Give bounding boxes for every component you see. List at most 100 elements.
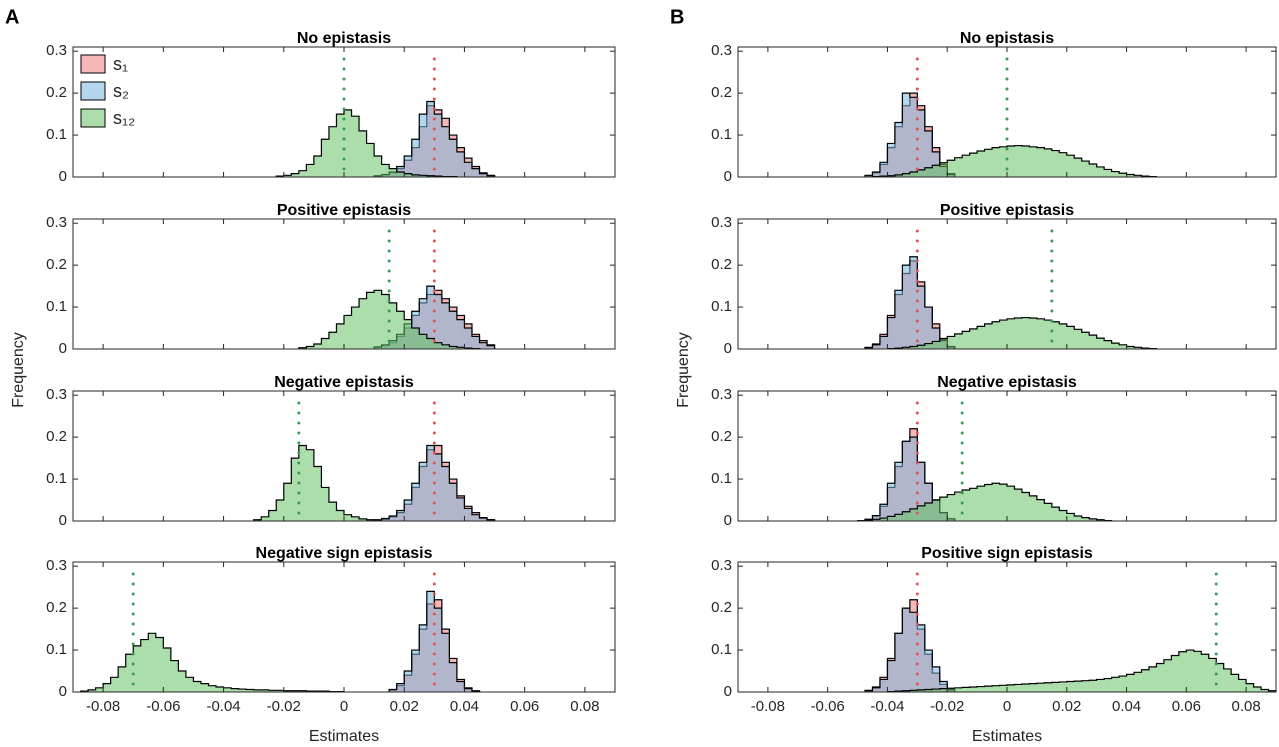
y-tick-label: 0.2 (46, 256, 67, 273)
bar (1007, 684, 1015, 692)
bar (902, 511, 910, 521)
bar (456, 681, 465, 692)
bar (200, 683, 209, 692)
bar (924, 689, 933, 692)
bar (1029, 495, 1037, 521)
x-tick-label: 0.06 (1172, 698, 1201, 715)
histogram-panel: No epistasis 0 0.1 0.2 0.3 (711, 30, 1277, 185)
x-tick-label: 0.02 (1052, 698, 1081, 715)
bar (872, 344, 880, 349)
panel-label: A (5, 6, 19, 28)
bar (1163, 659, 1172, 692)
x-tick-label: -0.08 (751, 698, 785, 715)
bar (999, 484, 1007, 521)
bar (1021, 492, 1030, 521)
bar (464, 328, 472, 349)
bar (291, 458, 299, 521)
bar (238, 689, 247, 692)
bar (231, 688, 239, 692)
bar (178, 671, 186, 692)
bar (954, 492, 963, 521)
bar (426, 175, 435, 177)
bar (434, 114, 442, 177)
bar (1134, 672, 1142, 692)
bar (1014, 317, 1022, 349)
y-tick-label: 0.3 (711, 557, 732, 574)
bar (441, 633, 450, 692)
series (253, 444, 375, 521)
bar (1036, 683, 1045, 692)
bar (909, 346, 918, 349)
bar (962, 489, 970, 521)
bar (283, 690, 292, 692)
legend-label: s₂ (113, 81, 129, 101)
bar (253, 519, 262, 521)
bar (1074, 158, 1082, 177)
bar (969, 153, 978, 177)
bar (1081, 517, 1090, 521)
bar (1074, 681, 1082, 692)
series (871, 144, 1158, 178)
x-tick-label: -0.02 (267, 698, 301, 715)
bar (170, 660, 179, 692)
bar (471, 514, 480, 521)
bar (216, 686, 224, 692)
bar (894, 290, 903, 349)
bar (351, 307, 360, 349)
bar (1014, 489, 1022, 521)
x-tick-label: 0 (1003, 698, 1011, 715)
bar (479, 342, 488, 349)
y-tick-label: 0 (724, 683, 732, 700)
bar (1007, 145, 1015, 177)
bar (1171, 655, 1179, 692)
bar (313, 466, 322, 521)
bar (1119, 173, 1127, 177)
bar (298, 347, 307, 349)
legend-label: s₁ (113, 54, 128, 74)
chart-title: Positive sign epistasis (921, 545, 1093, 562)
bar (977, 686, 985, 692)
bar (932, 165, 940, 177)
bar (155, 637, 164, 692)
bar (479, 173, 488, 177)
bar (1059, 323, 1067, 349)
bar (1021, 317, 1030, 349)
histogram-panel: No epistasis 0 0.1 0.2 0.3 s₁ s₂ s₁₂ (46, 30, 616, 185)
bar (1253, 686, 1262, 692)
y-tick-label: 0.1 (46, 641, 67, 658)
bar (902, 347, 910, 349)
bar (268, 690, 277, 692)
bar (887, 516, 895, 521)
bar (1081, 161, 1090, 177)
bar (879, 336, 888, 349)
axes-box (72, 390, 616, 522)
bar (306, 346, 314, 349)
x-tick-label: -0.02 (930, 698, 964, 715)
histogram-panel: Positive sign epistasis 0 0.1 0.2 0.3 -0.08 -0… (711, 545, 1277, 715)
bar (954, 157, 963, 177)
bar (969, 488, 978, 521)
bar (434, 608, 442, 692)
bar (954, 333, 963, 349)
bar (1036, 318, 1045, 349)
bar (434, 453, 442, 521)
bar (306, 164, 314, 177)
x-axis-label: Estimates (309, 728, 379, 745)
bar (261, 516, 269, 521)
bar (1066, 681, 1075, 692)
bar (865, 690, 873, 692)
bar (909, 690, 918, 692)
bar (419, 175, 427, 177)
bar (977, 486, 985, 521)
bar (1059, 681, 1067, 692)
y-tick-label: 0.1 (711, 641, 732, 658)
bar (223, 687, 232, 692)
bar (909, 97, 918, 177)
bar (999, 146, 1007, 177)
bar (1044, 148, 1052, 177)
y-tick-label: 0.2 (711, 256, 732, 273)
bar (947, 494, 955, 521)
bar (396, 510, 405, 521)
series (856, 482, 1113, 522)
